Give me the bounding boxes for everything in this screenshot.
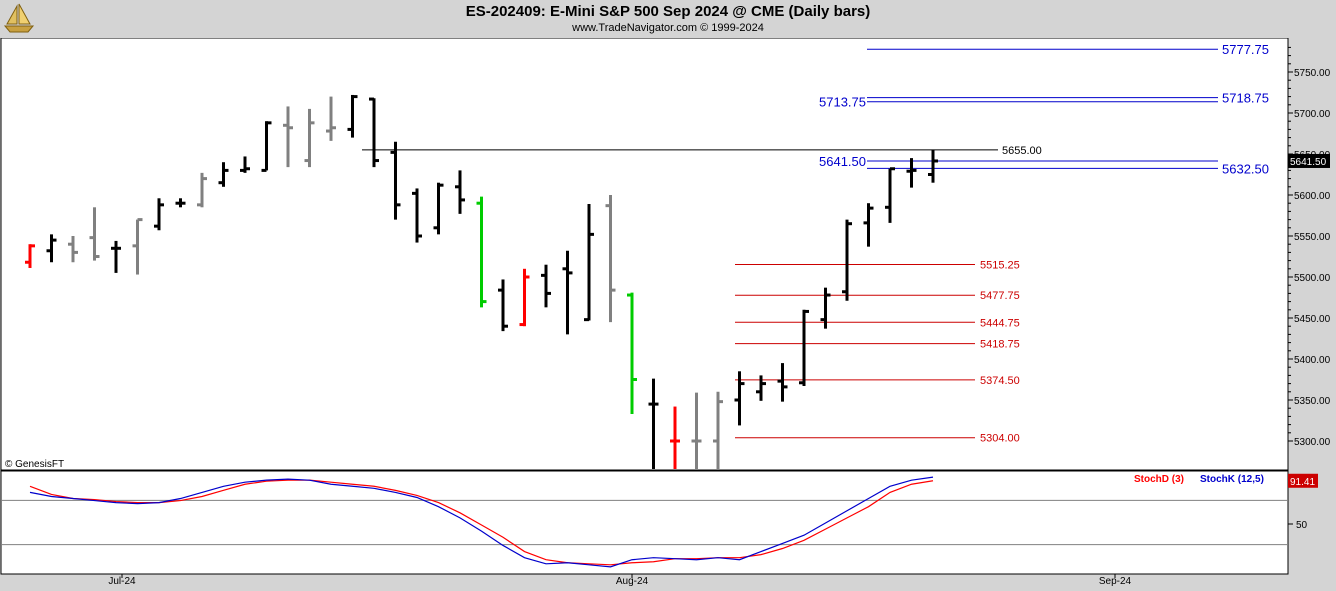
- price-pane: [0, 37, 1289, 471]
- ohlc-bar: [519, 268, 530, 327]
- ohlc-bar: [885, 167, 895, 223]
- ohlc-bar: [777, 363, 788, 402]
- price-tick-label: 5750.00: [1294, 68, 1331, 79]
- ohlc-bar: [111, 240, 121, 273]
- ohlc-bar: [605, 195, 616, 323]
- red-level-label: 5374.50: [980, 375, 1020, 387]
- ohlc-bar: [218, 162, 229, 187]
- blue-level-label: 5713.75: [819, 95, 866, 110]
- ohlc-bar: [197, 172, 207, 208]
- ohlc-bar: [132, 218, 143, 275]
- price-tick-label: 5450.00: [1294, 314, 1331, 325]
- watermark: © GenesisFT: [5, 459, 64, 470]
- stochk-legend: StochK (12,5): [1200, 474, 1264, 485]
- price-tick-label: 5600.00: [1294, 191, 1331, 202]
- stochd-line: [29, 479, 934, 566]
- chart-title: ES-202409: E-Mini S&P 500 Sep 2024 @ CME…: [465, 3, 871, 20]
- ohlc-bar: [455, 170, 465, 214]
- ohlc-bar: [412, 188, 422, 243]
- ohlc-bar: [627, 292, 637, 414]
- stoch-last-box: [1288, 473, 1318, 488]
- ohlc-bar: [476, 196, 487, 308]
- ohlc-bar: [842, 219, 852, 301]
- ohlc-bar: [369, 97, 379, 168]
- ohlc-bar: [89, 207, 100, 261]
- ohlc-bar: [820, 287, 831, 329]
- stoch-last-label: 91.41: [1290, 477, 1315, 488]
- ohlc-bar: [906, 158, 917, 188]
- sailboat-logo-icon: [3, 3, 35, 33]
- ohlc-bar: [670, 406, 680, 469]
- red-level-label: 5515.25: [980, 259, 1020, 271]
- date-tick-label: Jul-24: [108, 576, 136, 587]
- ohlc-bar: [541, 264, 551, 308]
- last-price-box: [1288, 153, 1330, 168]
- stochk-line: [29, 476, 934, 568]
- ohlc-bar: [326, 96, 336, 141]
- stoch-tick-label: 50: [1296, 520, 1308, 531]
- ohlc-bar: [154, 198, 164, 231]
- ohlc-bar: [25, 244, 35, 268]
- ohlc-bar: [756, 375, 766, 401]
- ohlc-bar: [68, 236, 78, 263]
- ohlc-bar: [498, 279, 508, 332]
- date-tick-label: Aug-24: [616, 576, 649, 587]
- ohlc-bar: [283, 106, 293, 168]
- price-tick-label: 5300.00: [1294, 437, 1331, 448]
- blue-level-label: 5777.75: [1222, 42, 1269, 57]
- ohlc-bar: [713, 391, 723, 469]
- last-price-label: 5641.50: [1290, 157, 1327, 168]
- ohlc-bar: [734, 371, 745, 426]
- black-level-label: 5655.00: [1002, 145, 1042, 157]
- price-tick-label: 5400.00: [1294, 355, 1331, 366]
- red-level-label: 5304.00: [980, 433, 1020, 445]
- blue-level-label: 5641.50: [819, 154, 866, 169]
- chart-header: ES-202409: E-Mini S&P 500 Sep 2024 @ CME…: [0, 0, 1336, 38]
- ohlc-bar: [433, 182, 444, 235]
- ohlc-bar: [46, 234, 57, 263]
- ohlc-bar: [304, 108, 315, 168]
- ohlc-bar: [799, 309, 809, 387]
- blue-level-label: 5718.75: [1222, 91, 1269, 106]
- ohlc-bar: [863, 203, 874, 247]
- ohlc-bar: [347, 94, 358, 138]
- ohlc-bar: [648, 378, 659, 469]
- ohlc-bar: [562, 250, 573, 335]
- chart-subtitle: www.TradeNavigator.com © 1999-2024: [572, 22, 764, 34]
- ohlc-bar: [691, 392, 702, 469]
- price-tick-label: 5500.00: [1294, 273, 1331, 284]
- price-tick-label: 5350.00: [1294, 396, 1331, 407]
- stochd-legend: StochD (3): [1134, 474, 1184, 485]
- red-level-label: 5477.75: [980, 290, 1020, 302]
- ohlc-bar: [390, 141, 401, 220]
- ohlc-bar: [584, 204, 594, 322]
- ohlc-bar: [261, 121, 272, 172]
- blue-level-label: 5632.50: [1222, 161, 1269, 176]
- ohlc-bar: [240, 156, 250, 173]
- ohlc-bar: [175, 198, 186, 208]
- ohlc-bar: [928, 149, 938, 183]
- price-tick-label: 5550.00: [1294, 232, 1331, 243]
- date-tick-label: Sep-24: [1099, 576, 1132, 587]
- price-tick-label: 5700.00: [1294, 109, 1331, 120]
- red-level-label: 5444.75: [980, 317, 1020, 329]
- red-level-label: 5418.75: [980, 339, 1020, 351]
